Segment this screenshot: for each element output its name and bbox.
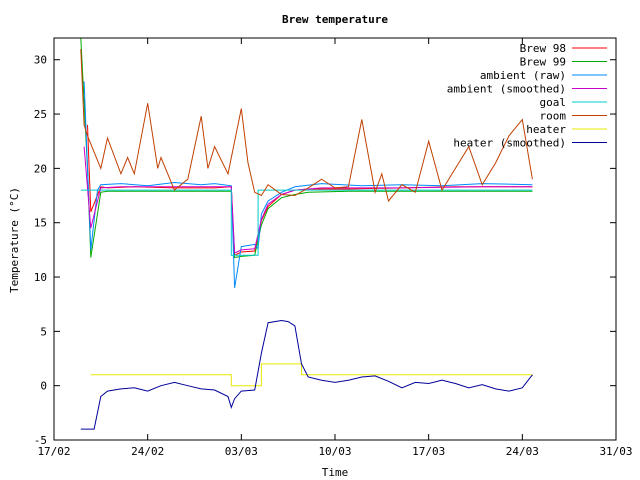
chart-title: Brew temperature xyxy=(282,13,388,26)
legend-entry-label: heater (smoothed) xyxy=(453,137,566,150)
y-tick-label: -5 xyxy=(34,434,47,447)
series-line-ambient-raw xyxy=(83,81,533,288)
series-line-heater-smoothed xyxy=(80,319,533,430)
series-line-goal xyxy=(80,189,533,256)
y-tick-label: 0 xyxy=(40,380,47,393)
y-tick-label: 30 xyxy=(34,54,47,67)
legend-entry-label: heater xyxy=(526,123,566,136)
series-line-ambient-smoothed xyxy=(83,146,533,254)
y-axis-label: Temperature (°C) xyxy=(8,187,21,293)
legend-entry-label: Brew 98 xyxy=(520,42,566,55)
x-tick-label: 10/03 xyxy=(318,445,351,458)
y-tick-label: 25 xyxy=(34,108,47,121)
y-tick-label: 20 xyxy=(34,162,47,175)
x-tick-label: 03/03 xyxy=(225,445,258,458)
x-tick-label: 31/03 xyxy=(599,445,632,458)
x-tick-label: 24/02 xyxy=(131,445,164,458)
y-tick-label: 10 xyxy=(34,271,47,284)
series-line-heater xyxy=(90,363,533,387)
y-tick-label: 15 xyxy=(34,217,47,230)
plot-area-border xyxy=(53,37,617,441)
legend-entry-label: ambient (raw) xyxy=(480,69,566,82)
legend-entry-label: room xyxy=(540,110,567,123)
x-tick-label: 17/02 xyxy=(37,445,70,458)
x-axis-label: Time xyxy=(322,466,349,479)
legend-entry-label: Brew 99 xyxy=(520,56,566,69)
x-tick-label: 17/03 xyxy=(412,445,445,458)
y-tick-label: 5 xyxy=(40,325,47,338)
legend-entry-label: ambient (smoothed) xyxy=(447,83,566,96)
series-lines xyxy=(80,38,533,430)
x-tick-label: 24/03 xyxy=(506,445,539,458)
legend-entry-label: goal xyxy=(540,96,567,109)
series-line-room xyxy=(80,48,533,203)
axis-ticks: -5 0 5 10 15 20 25 30 17/02 24/02 03/03 10/03 17/03 2… xyxy=(34,38,633,458)
